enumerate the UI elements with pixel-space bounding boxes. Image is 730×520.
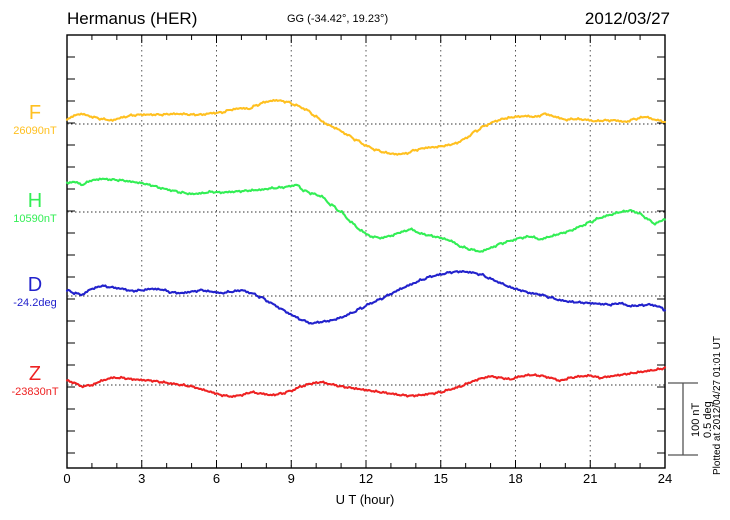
x-tick-label: 12	[358, 471, 374, 486]
component-baseline-value: 10590nT	[13, 213, 57, 225]
trace-d	[65, 269, 667, 325]
component-baseline-value: 26090nT	[13, 125, 57, 137]
scale-bar-caption: 100 nT 0.5 deg	[690, 390, 714, 450]
station-title: Hermanus (HER)	[67, 9, 198, 28]
x-tick-label: 21	[583, 471, 598, 486]
x-tick-label: 9	[287, 471, 295, 486]
x-tick-label: 3	[138, 471, 146, 486]
trace-layer	[65, 98, 667, 399]
observation-date: 2012/03/27	[584, 9, 670, 28]
coords-text: GG (-34.42°, 19.23°)	[287, 13, 389, 25]
trace-f	[65, 98, 667, 156]
plotted-timestamp: Plotted at 2012/04/27 01:01 UT	[712, 336, 723, 475]
plot-frame	[66, 34, 666, 469]
x-tick-label: 6	[212, 471, 221, 486]
x-tick-label: 18	[508, 471, 523, 486]
grid-layer	[141, 35, 591, 468]
component-label-z: Z -23830nT	[0, 364, 70, 399]
x-axis-label: U T (hour)	[335, 492, 395, 507]
x-tick-label: 15	[433, 471, 448, 486]
geographic-coordinates: GG (-34.42°, 19.23°)	[287, 13, 388, 25]
trace-h	[65, 177, 667, 253]
scale-bar-nt: 100 nT	[690, 402, 702, 438]
component-baseline-value: -24.2deg	[13, 297, 57, 309]
x-tick-label: 0	[63, 471, 71, 486]
component-label-d: D -24.2deg	[0, 275, 70, 310]
component-label-h: H 10590nT	[0, 191, 70, 226]
component-symbol: F	[28, 102, 42, 124]
component-baseline-value: -23830nT	[11, 386, 59, 398]
component-symbol: D	[27, 274, 43, 296]
x-tick-label: 24	[657, 471, 673, 486]
component-label-f: F 26090nT	[0, 103, 70, 138]
scale-bar	[668, 382, 698, 456]
component-symbol: Z	[28, 363, 42, 385]
component-symbol: H	[27, 190, 43, 212]
trace-z	[65, 366, 667, 399]
